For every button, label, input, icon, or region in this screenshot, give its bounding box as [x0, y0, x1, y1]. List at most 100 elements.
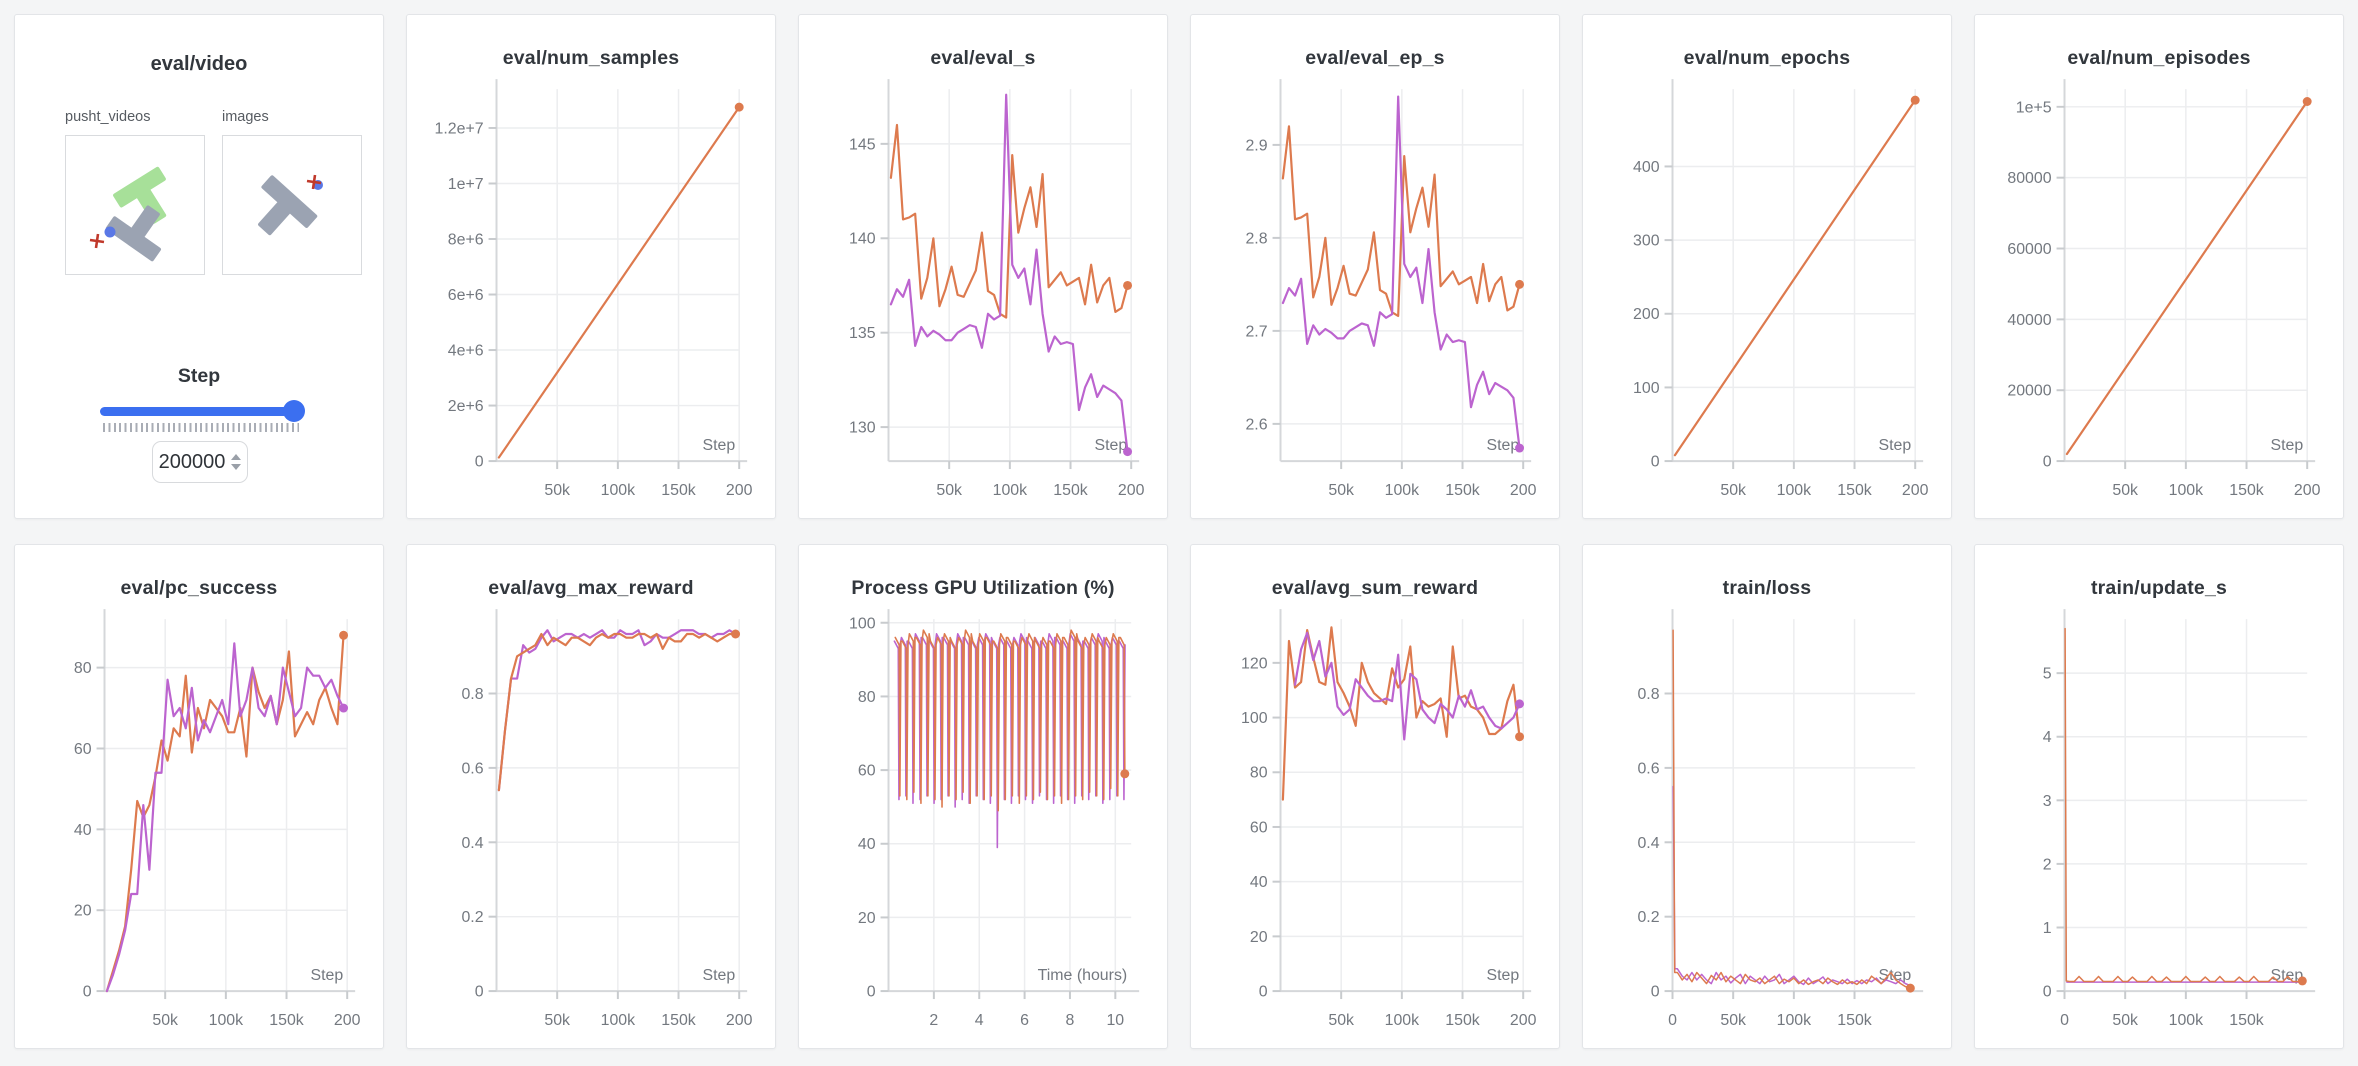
y-tick-label: 3: [2043, 793, 2052, 810]
x-tick-label: 150k: [2229, 1012, 2264, 1029]
chart-plot-train-update-s[interactable]: 0 1 2 3 4 5 0 50k 100k 150k Step: [1975, 602, 2343, 1042]
x-tick-label: 150k: [1053, 482, 1088, 499]
chart-plot-eval-num-epochs[interactable]: 0 100 200 300 400 50k 100k 150k 200 Step: [1583, 72, 1951, 512]
x-tick-label: 150k: [2229, 482, 2264, 499]
y-tick-label: 0: [2043, 984, 2052, 1001]
series-run-orange: [1673, 99, 1917, 457]
series-run-purple: [1281, 95, 1521, 450]
x-axis-label: Step: [702, 967, 735, 984]
y-tick-label: 4e+6: [448, 343, 484, 360]
y-tick-label: 130: [849, 420, 876, 437]
series-run-purple: [105, 642, 345, 993]
series-run-purple: [889, 93, 1129, 453]
x-tick-label: 100k: [2169, 482, 2204, 499]
y-tick-label: 60: [74, 741, 92, 758]
chart-plot-eval-eval-s[interactable]: 130 135 140 145 50k 100k 150k 200 Step: [799, 72, 1167, 512]
y-tick-label: 40: [858, 836, 876, 853]
chart-panel-eval-avg-max-reward: eval/avg_max_reward 0 0.2 0.4 0.6 0.8 50k 100k 1…: [406, 544, 776, 1049]
y-tick-label: 100: [849, 615, 876, 632]
chart-plot-eval-avg-sum-reward[interactable]: 0 20 40 60 80 100 120 50k 100k 150k 200 Step: [1191, 602, 1559, 1042]
chart-plot-eval-num-episodes[interactable]: 0 20000 40000 60000 80000 1e+5 50k 100k 150k 200 S…: [1975, 72, 2343, 512]
y-tick-label: 20: [74, 903, 92, 920]
target-cross-icon: [306, 174, 322, 190]
chart-plot-eval-eval-ep-s[interactable]: 2.6 2.7 2.8 2.9 50k 100k 150k 200 Step: [1191, 72, 1559, 512]
series-run-orange: [1672, 629, 1912, 989]
step-slider-thumb[interactable]: [283, 400, 305, 422]
chart-plot-process-gpu-utilization[interactable]: 0 20 40 60 80 100 2 4 6 8 10 Time (hours): [799, 602, 1167, 1042]
series-run-orange: [1281, 125, 1521, 318]
y-tick-label: 20000: [2007, 383, 2051, 400]
y-tick-label: 1e+5: [2016, 99, 2052, 116]
y-tick-label: 100: [1633, 380, 1660, 397]
series-end-dot: [2302, 97, 2312, 106]
y-tick-label: 4: [2043, 729, 2052, 746]
series-end-dot: [1905, 983, 1915, 993]
media-panel-title: eval/video: [150, 53, 248, 75]
chart-plot-eval-avg-max-reward[interactable]: 0 0.2 0.4 0.6 0.8 50k 100k 150k 200 Step: [407, 602, 775, 1042]
x-axis-label: Step: [1486, 437, 1519, 454]
x-tick-label: 150k: [661, 1012, 696, 1029]
chart-title: eval/num_episodes: [2067, 47, 2251, 69]
gray-t-shape: [105, 205, 161, 262]
chart-panel-train-update-s: train/update_s 0 1 2 3 4 5 0 50k 100k 150k Step: [1974, 544, 2344, 1049]
y-tick-label: 60000: [2007, 241, 2051, 258]
series-run-orange: [889, 123, 1129, 319]
step-slider[interactable]: [100, 400, 305, 422]
series-end-dot: [1515, 443, 1525, 453]
y-tick-label: 0.2: [461, 909, 483, 926]
x-tick-label: 100k: [601, 482, 636, 499]
x-tick-label: 150k: [661, 482, 696, 499]
y-tick-label: 0: [475, 454, 484, 471]
y-tick-label: 8e+6: [448, 231, 484, 248]
x-tick-label: 50k: [152, 1012, 178, 1029]
chart-title: eval/eval_s: [930, 47, 1036, 69]
x-tick-label: 150k: [1837, 482, 1872, 499]
x-tick-label: 50k: [2112, 1012, 2138, 1029]
series-end-dot: [1515, 699, 1525, 709]
y-tick-label: 2: [2043, 856, 2052, 873]
x-tick-label: 100k: [1777, 482, 1812, 499]
images-thumbnail[interactable]: [222, 135, 362, 275]
pusht-videos-thumbnail[interactable]: [65, 135, 205, 275]
series-end-dot: [731, 629, 741, 639]
y-tick-label: 0: [1259, 984, 1268, 1001]
x-tick-label: 10: [1106, 1012, 1124, 1029]
y-tick-label: 80000: [2007, 170, 2051, 187]
x-tick-label: 150k: [1837, 1012, 1872, 1029]
y-tick-label: 0.2: [1637, 909, 1659, 926]
y-tick-label: 0.8: [461, 686, 483, 703]
chart-panel-eval-num-samples: eval/num_samples 0 2e+6 4e+6 6e+6 8e+6 1e+7 1.2…: [406, 14, 776, 519]
x-tick-label: 100k: [993, 482, 1028, 499]
y-tick-label: 145: [849, 136, 876, 153]
series-end-dot: [1123, 281, 1133, 290]
y-tick-label: 80: [1250, 765, 1268, 782]
y-tick-label: 120: [1241, 655, 1268, 672]
y-tick-label: 0: [867, 984, 876, 1001]
chart-title: eval/num_samples: [502, 47, 680, 69]
x-axis-label: Step: [1486, 967, 1519, 984]
x-tick-label: 4: [975, 1012, 984, 1029]
y-tick-label: 1.2e+7: [434, 120, 483, 137]
chart-plot-eval-num-samples[interactable]: 0 2e+6 4e+6 6e+6 8e+6 1e+7 1.2e+7 50k 100k 150k 20…: [407, 72, 775, 512]
chart-panel-eval-eval-s: eval/eval_s 130 135 140 145 50k 100k 150k 200 Ste…: [798, 14, 1168, 519]
chart-plot-eval-pc-success[interactable]: 0 20 40 60 80 50k 100k 150k 200 Step: [15, 602, 383, 1042]
y-tick-label: 0.6: [1637, 760, 1659, 777]
x-tick-label: 2: [929, 1012, 938, 1029]
series-run-orange: [894, 629, 1126, 812]
y-tick-label: 0: [83, 984, 92, 1001]
y-tick-label: 0.6: [461, 760, 483, 777]
series-end-dot: [1515, 732, 1525, 742]
y-tick-label: 0.8: [1637, 686, 1659, 703]
series-run-orange: [497, 106, 741, 459]
series-end-dot: [339, 630, 349, 640]
chart-title: eval/eval_ep_s: [1305, 47, 1445, 69]
step-decrement-icon[interactable]: [231, 464, 242, 470]
step-increment-icon[interactable]: [231, 454, 242, 460]
x-tick-label: 200: [1118, 482, 1145, 499]
target-cross-icon: [89, 233, 105, 249]
step-input[interactable]: 200000: [152, 441, 248, 483]
agent-dot: [104, 226, 116, 238]
chart-title: Process GPU Utilization (%): [851, 577, 1115, 599]
